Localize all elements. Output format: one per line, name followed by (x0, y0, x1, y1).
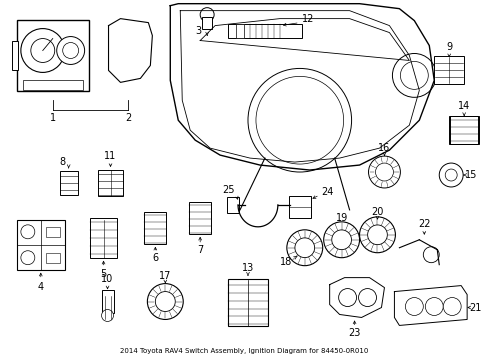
Circle shape (62, 42, 79, 58)
Circle shape (442, 298, 460, 315)
Bar (17, 220, 64, 270)
Bar (448, 116, 478, 144)
Circle shape (21, 251, 35, 265)
Bar (102, 289, 113, 314)
Text: 10: 10 (101, 274, 113, 284)
Circle shape (21, 225, 35, 239)
Text: 6: 6 (152, 253, 158, 263)
Bar (433, 57, 463, 84)
Text: 23: 23 (347, 328, 360, 338)
Circle shape (423, 247, 438, 263)
Circle shape (438, 163, 462, 187)
Bar (89, 218, 117, 258)
Text: 9: 9 (445, 41, 451, 51)
Circle shape (444, 169, 456, 181)
Circle shape (102, 310, 113, 321)
Bar (227, 24, 302, 37)
Circle shape (338, 289, 356, 306)
Text: 2014 Toyota RAV4 Switch Assembly, Ignition Diagram for 84450-0R010: 2014 Toyota RAV4 Switch Assembly, Igniti… (120, 348, 367, 354)
Bar (288, 196, 310, 218)
Bar (189, 202, 211, 234)
Circle shape (368, 156, 400, 188)
Circle shape (21, 28, 64, 72)
Text: 14: 14 (457, 101, 469, 111)
Text: 18: 18 (279, 257, 291, 267)
Text: 11: 11 (104, 151, 117, 161)
Circle shape (392, 54, 435, 97)
Bar (17, 20, 88, 91)
Bar (23, 80, 82, 90)
Text: 12: 12 (301, 14, 313, 24)
Text: 20: 20 (370, 207, 383, 217)
Text: 19: 19 (335, 213, 347, 223)
Bar (60, 171, 78, 195)
Bar (98, 170, 123, 196)
Text: 13: 13 (242, 263, 254, 273)
Circle shape (358, 289, 376, 306)
Text: 7: 7 (197, 245, 203, 255)
Text: 2: 2 (125, 113, 131, 123)
Circle shape (255, 76, 343, 164)
Circle shape (331, 230, 351, 249)
Circle shape (359, 217, 395, 253)
Circle shape (400, 62, 427, 89)
Circle shape (405, 298, 423, 315)
Text: 8: 8 (60, 157, 65, 167)
Circle shape (147, 284, 183, 319)
Circle shape (200, 8, 214, 22)
Text: 21: 21 (468, 302, 480, 312)
Text: 17: 17 (159, 271, 171, 281)
Bar (226, 197, 239, 213)
Text: 4: 4 (38, 282, 44, 292)
Circle shape (425, 298, 442, 315)
Circle shape (155, 292, 175, 311)
Bar (12, 41, 18, 71)
Bar (46, 227, 60, 237)
Text: 22: 22 (417, 219, 429, 229)
Bar (46, 253, 60, 263)
Text: 1: 1 (50, 113, 56, 123)
Circle shape (57, 37, 84, 64)
Bar (236, 24, 244, 37)
Bar (227, 279, 267, 327)
Text: 25: 25 (222, 185, 234, 195)
Bar (202, 17, 212, 28)
Circle shape (31, 39, 55, 62)
Circle shape (323, 222, 359, 258)
Text: 5: 5 (100, 269, 106, 279)
Text: 3: 3 (195, 26, 201, 36)
Bar (144, 212, 166, 244)
Circle shape (294, 238, 314, 258)
Text: 15: 15 (464, 170, 476, 180)
Text: 16: 16 (378, 143, 390, 153)
Circle shape (286, 230, 322, 266)
Circle shape (375, 163, 393, 181)
Circle shape (367, 225, 386, 245)
Circle shape (247, 68, 351, 172)
Text: 24: 24 (321, 187, 333, 197)
